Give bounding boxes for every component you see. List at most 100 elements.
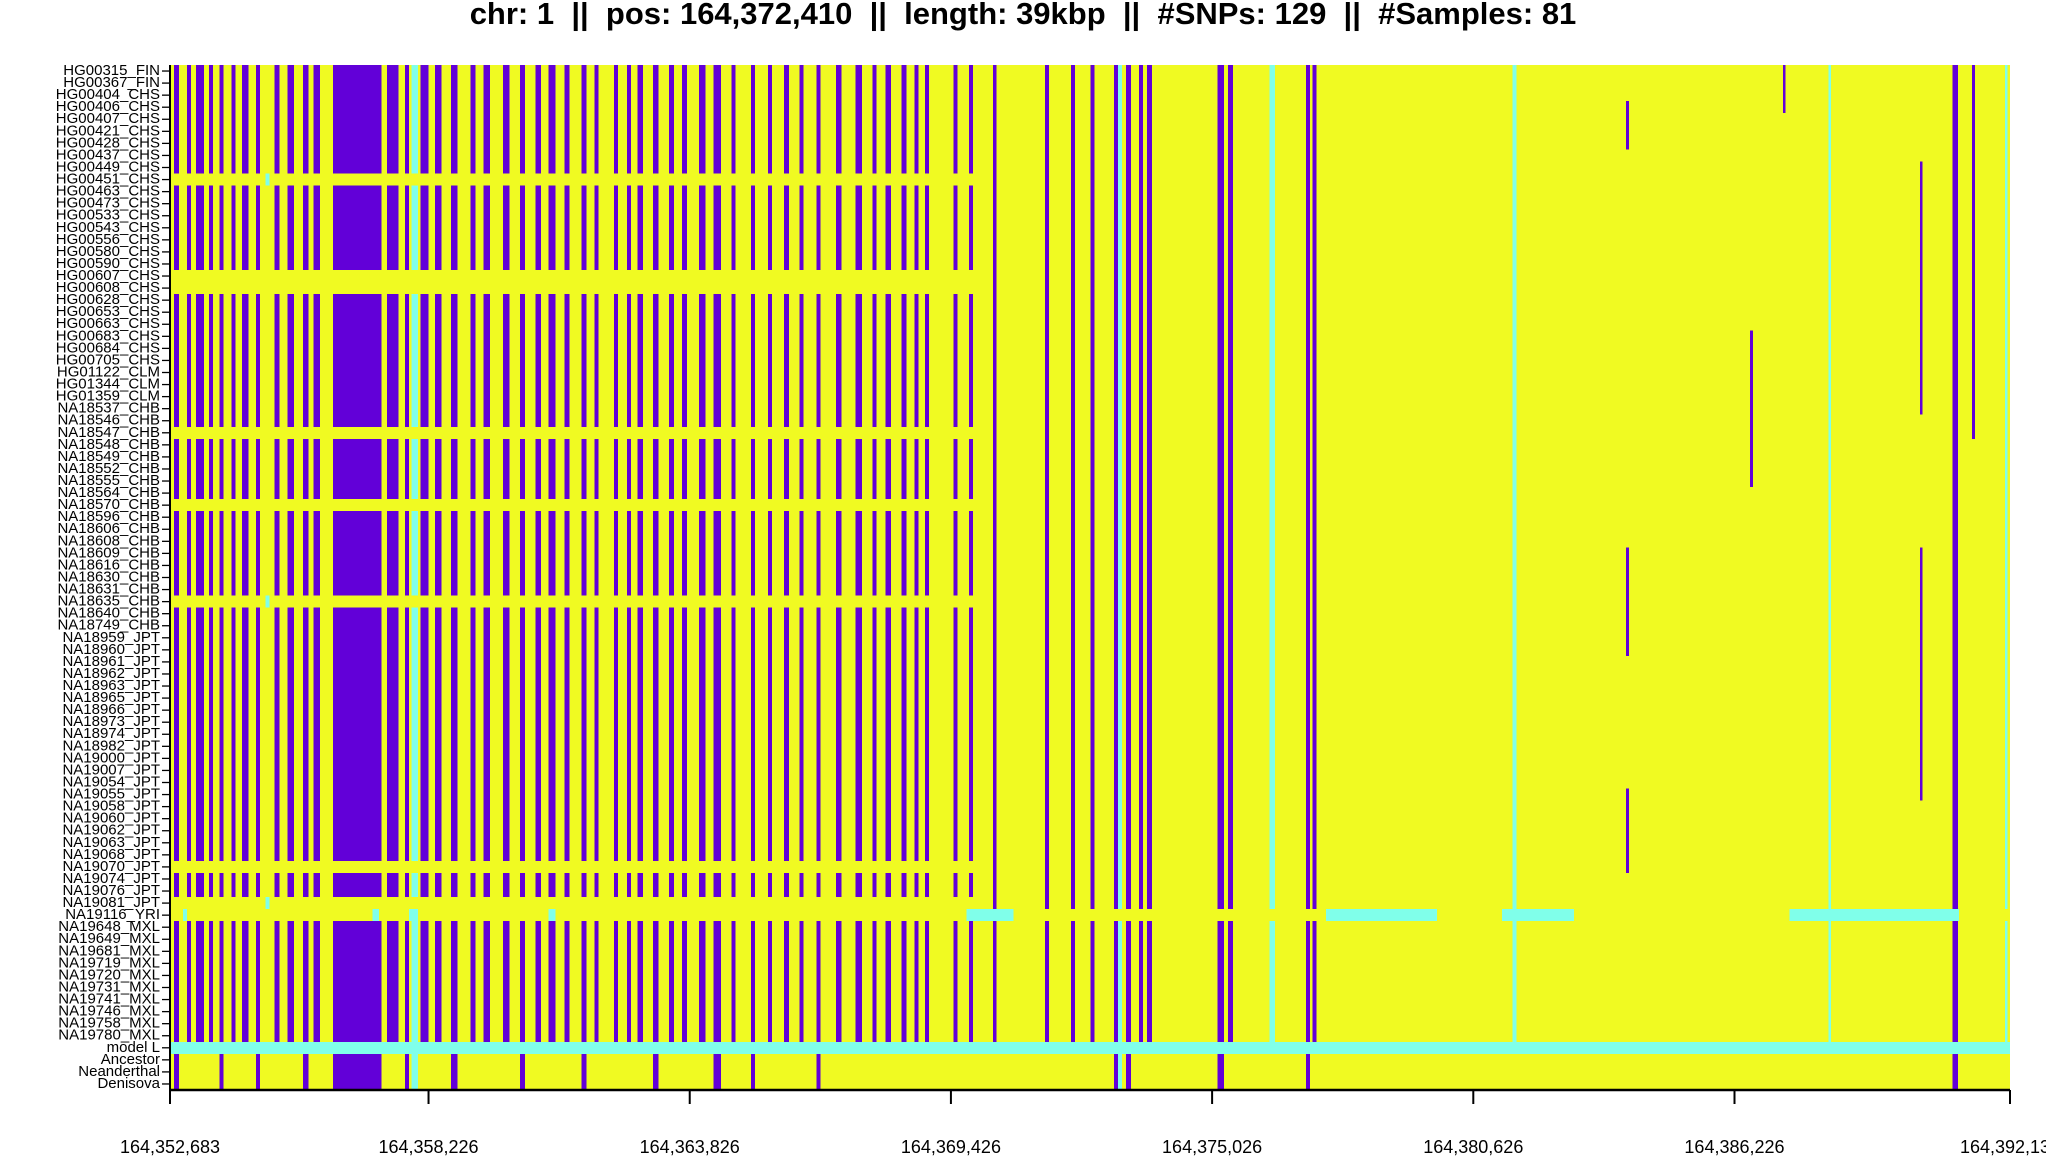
genotype-cell bbox=[372, 909, 379, 922]
y-tick-label: NA19116_YRI bbox=[65, 906, 160, 923]
y-tick-label: HG00590_CHS bbox=[56, 255, 160, 272]
y-tick-label: HG00315_FIN bbox=[63, 62, 160, 79]
y-tick-label: NA18631_CHB bbox=[57, 581, 160, 598]
genotype-cell bbox=[274, 65, 280, 1042]
genotype-cell bbox=[196, 65, 204, 1042]
genotype-cell bbox=[173, 65, 180, 1090]
y-tick-label: NA19060_JPT bbox=[62, 810, 160, 827]
y-tick-label: HG00628_CHS bbox=[56, 291, 160, 308]
y-tick-label: HG00451_CHS bbox=[56, 171, 160, 188]
genotype-cell bbox=[219, 65, 224, 1090]
x-tick-label: 164,380,626 bbox=[1423, 1137, 1523, 1156]
y-tick-label: NA18630_CHB bbox=[57, 568, 160, 585]
genotype-cell bbox=[170, 897, 993, 910]
x-tick-label: 164,392,133 bbox=[1960, 1137, 2046, 1156]
genotype-cell bbox=[408, 909, 419, 922]
y-tick-label: NA19741_MXL bbox=[58, 991, 160, 1008]
genotype-cell bbox=[503, 65, 510, 1042]
y-tick-label: NA18640_CHB bbox=[57, 605, 160, 622]
x-tick-label: 164,386,226 bbox=[1684, 1137, 1784, 1156]
y-tick-label: HG00367_FIN bbox=[63, 74, 160, 91]
genotype-cell bbox=[170, 173, 993, 186]
y-tick-label: NA18635_CHB bbox=[57, 593, 160, 610]
genotype-cell bbox=[535, 65, 541, 1042]
genotype-cell bbox=[564, 65, 570, 1042]
genotype-cell bbox=[816, 65, 821, 1090]
y-tick-label: NA19719_MXL bbox=[58, 954, 160, 971]
heatmap bbox=[170, 65, 2010, 1090]
y-tick-label: HG00407_CHS bbox=[56, 110, 160, 127]
genotype-cell bbox=[855, 65, 863, 1042]
genotype-cell bbox=[637, 65, 643, 1042]
genotype-cell bbox=[1626, 547, 1629, 656]
genotype-cell bbox=[435, 65, 442, 1042]
y-tick-label: HG00533_CHS bbox=[56, 207, 160, 224]
y-tick-label: model L bbox=[107, 1039, 160, 1056]
y-tick-label: NA18962_JPT bbox=[62, 665, 160, 682]
y-tick-label: HG00404_CHS bbox=[56, 86, 160, 103]
genotype-cell bbox=[836, 65, 842, 1042]
y-tick-label: NA19746_MXL bbox=[58, 1003, 160, 1020]
genotype-cell bbox=[186, 65, 191, 1042]
heatmap-background bbox=[170, 65, 2010, 1090]
genotype-cell bbox=[411, 65, 419, 1090]
genotype-cell bbox=[872, 65, 877, 1042]
genotype-cell bbox=[1919, 547, 1923, 801]
y-tick-label: HG00428_CHS bbox=[56, 134, 160, 151]
genotype-cell bbox=[1789, 909, 1960, 922]
y-tick-label: NA19054_JPT bbox=[62, 773, 160, 790]
genotype-cell bbox=[1090, 65, 1095, 1042]
genotype-cell bbox=[2004, 65, 2008, 1042]
x-tick-label: 164,375,026 bbox=[1162, 1137, 1262, 1156]
genotype-cell bbox=[170, 426, 993, 439]
y-tick-label: HG00421_CHS bbox=[56, 122, 160, 139]
y-tick-label: NA19070_JPT bbox=[62, 858, 160, 875]
genotype-cell bbox=[450, 65, 458, 1090]
y-tick-label: HG00556_CHS bbox=[56, 231, 160, 248]
y-tick-label: HG00683_CHS bbox=[56, 327, 160, 344]
y-tick-label: HG00705_CHS bbox=[56, 351, 160, 368]
y-tick-label: HG00608_CHS bbox=[56, 279, 160, 296]
y-tick-label: NA18570_CHB bbox=[57, 496, 160, 513]
genotype-cell bbox=[333, 65, 382, 1090]
genotype-cell bbox=[1227, 65, 1234, 1042]
x-tick-label: 164,358,226 bbox=[378, 1137, 478, 1156]
y-tick-label: Denisova bbox=[97, 1075, 160, 1092]
genotype-cell bbox=[901, 65, 907, 1042]
y-tick-label: HG00684_CHS bbox=[56, 339, 160, 356]
genotype-cell bbox=[170, 499, 993, 512]
genotype-cell bbox=[885, 65, 891, 1042]
genotype-cell bbox=[1306, 65, 1311, 1090]
y-tick-label: NA19055_JPT bbox=[62, 786, 160, 803]
genotype-cell bbox=[265, 897, 270, 910]
y-tick-label: NA18961_JPT bbox=[62, 653, 160, 670]
y-tick-label: NA19649_MXL bbox=[58, 930, 160, 947]
genotype-cell bbox=[183, 909, 187, 922]
genotype-cell bbox=[1972, 65, 1975, 439]
genotype-cell bbox=[653, 65, 659, 1090]
genotype-cell bbox=[1146, 65, 1153, 1042]
y-tick-label: NA18616_CHB bbox=[57, 556, 160, 573]
axes: HG00315_FINHG00367_FINHG00404_CHSHG00406… bbox=[56, 62, 2046, 1156]
genotype-cell bbox=[483, 65, 490, 1042]
genotype-cell bbox=[1626, 788, 1629, 873]
y-tick-label: HG01122_CLM bbox=[57, 363, 160, 380]
genotype-cell bbox=[1071, 65, 1076, 1042]
genotype-cell bbox=[265, 173, 270, 186]
y-tick-label: NA18963_JPT bbox=[62, 677, 160, 694]
y-tick-label: NA18609_CHB bbox=[57, 544, 160, 561]
y-tick-label: NA19062_JPT bbox=[62, 822, 160, 839]
genotype-cell bbox=[170, 1041, 2010, 1054]
chart-title: chr: 1 || pos: 164,372,410 || length: 39… bbox=[470, 0, 1577, 31]
y-tick-label: NA19007_JPT bbox=[62, 761, 160, 778]
y-tick-label: NA18552_CHB bbox=[57, 460, 160, 477]
y-tick-label: HG00406_CHS bbox=[56, 98, 160, 115]
genotype-cell bbox=[783, 65, 790, 1042]
genotype-cell bbox=[1312, 65, 1317, 1042]
genotype-cell bbox=[698, 65, 706, 1042]
y-tick-label: NA18973_JPT bbox=[62, 713, 160, 730]
genotype-cell bbox=[170, 595, 993, 608]
y-tick-label: NA18965_JPT bbox=[62, 689, 160, 706]
y-tick-label: NA19681_MXL bbox=[58, 942, 160, 959]
